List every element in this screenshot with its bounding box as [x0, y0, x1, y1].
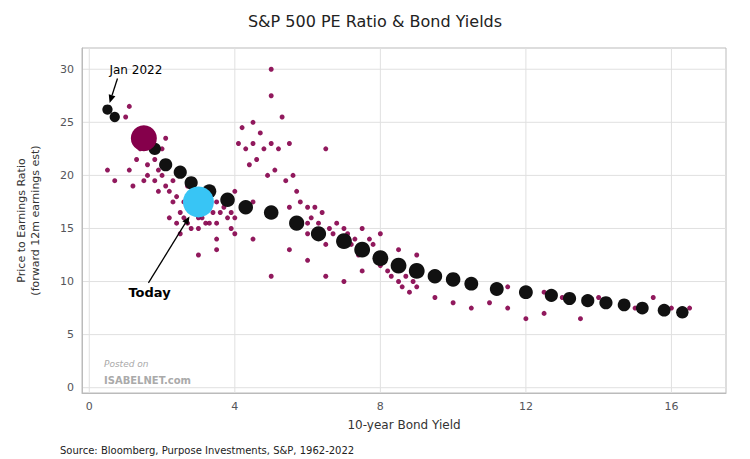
svg-text:16: 16: [664, 400, 678, 413]
svg-text:30: 30: [60, 63, 74, 76]
svg-text:Jan 2022: Jan 2022: [108, 63, 162, 77]
svg-text:15: 15: [60, 222, 74, 235]
svg-text:Price to Earnings Ratio: Price to Earnings Ratio: [15, 158, 28, 283]
svg-text:20: 20: [60, 169, 74, 182]
svg-text:0: 0: [67, 381, 74, 394]
svg-text:10: 10: [60, 275, 74, 288]
svg-text:Source: Bloomberg, Purpose Inv: Source: Bloomberg, Purpose Investments, …: [60, 445, 354, 456]
svg-text:12: 12: [519, 400, 533, 413]
svg-text:10-year Bond Yield: 10-year Bond Yield: [347, 418, 460, 432]
svg-text:25: 25: [60, 116, 74, 129]
svg-text:S&P 500 PE Ratio & Bond Yields: S&P 500 PE Ratio & Bond Yields: [248, 12, 502, 31]
svg-text:4: 4: [231, 400, 238, 413]
svg-text:Today: Today: [128, 285, 171, 300]
svg-text:0: 0: [86, 400, 93, 413]
svg-text:8: 8: [377, 400, 384, 413]
svg-text:(forward 12m earnings est): (forward 12m earnings est): [29, 145, 42, 295]
svg-text:5: 5: [67, 328, 74, 341]
svg-text:Posted on: Posted on: [104, 359, 149, 369]
svg-text:ISABELNET.com: ISABELNET.com: [104, 375, 191, 386]
